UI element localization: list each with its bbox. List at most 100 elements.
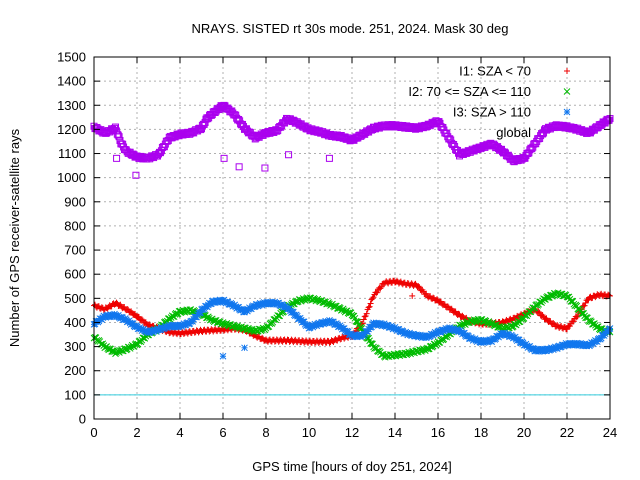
- legend: I1: SZA < 70 I2: 70 <= SZA <= 110 I3: SZA …: [408, 64, 571, 140]
- data-point: [361, 313, 368, 320]
- y-tick-label: 500: [64, 291, 86, 306]
- legend-i1-marker: [564, 68, 570, 74]
- grid: [94, 57, 610, 419]
- legend-i2-marker: [563, 88, 571, 95]
- y-tick-label: 1100: [58, 146, 86, 161]
- x-tick-label: 6: [219, 425, 226, 440]
- data-point: [570, 318, 577, 325]
- data-point: [494, 323, 501, 331]
- data-point: [581, 302, 588, 309]
- y-tick-label: 600: [64, 267, 86, 282]
- outlier-point: [132, 171, 140, 179]
- x-tick-label: 12: [345, 425, 359, 440]
- data-point: [356, 324, 364, 331]
- data-point: [389, 352, 397, 360]
- data-point: [374, 289, 381, 296]
- outlier-point: [241, 344, 248, 352]
- y-tick-label: 200: [64, 363, 86, 378]
- series-global: [90, 101, 614, 179]
- x-tick-label: 8: [262, 425, 269, 440]
- outlier-point: [409, 292, 416, 299]
- data-point: [115, 133, 123, 141]
- outlier-point: [235, 163, 243, 171]
- data-point: [200, 120, 208, 128]
- chart-title: NRAYS. SISTED rt 30s mode. 251, 2024. Ma…: [192, 21, 509, 36]
- data-point: [377, 285, 384, 292]
- data-point: [311, 295, 319, 303]
- x-tick-label: 14: [388, 425, 402, 440]
- x-tick-label: 16: [431, 425, 445, 440]
- y-tick-label: 1300: [57, 98, 86, 113]
- outlier-point: [220, 154, 228, 162]
- x-tick-label: 22: [560, 425, 574, 440]
- legend-global-label: global: [496, 125, 531, 140]
- data-point: [370, 294, 377, 301]
- data-point: [366, 303, 373, 310]
- x-tick-label: 18: [474, 425, 488, 440]
- outlier-point: [261, 164, 269, 172]
- y-tick-label: 800: [64, 218, 86, 233]
- data-point: [114, 131, 122, 139]
- x-tick-label: 10: [302, 425, 316, 440]
- data-point: [112, 123, 119, 131]
- data-point: [404, 350, 412, 358]
- y-tick-label: 1500: [57, 50, 86, 65]
- y-tick-label: 1200: [57, 122, 86, 137]
- data-point: [365, 304, 372, 311]
- data-point: [367, 300, 374, 307]
- data-point: [547, 291, 554, 299]
- data-point: [459, 312, 466, 319]
- x-axis-label: GPS time [hours of doy 251, 2024]: [252, 459, 451, 474]
- data-point: [606, 292, 613, 299]
- data-point: [564, 326, 570, 333]
- y-tick-label: 900: [64, 194, 86, 209]
- data-point: [231, 322, 239, 330]
- x-tick-label: 2: [133, 425, 140, 440]
- data-point: [416, 284, 423, 291]
- data-point: [378, 283, 385, 290]
- data-point: [444, 303, 451, 310]
- data-point: [259, 334, 266, 341]
- legend-i1-label: I1: SZA < 70: [459, 64, 531, 79]
- y-tick-label: 100: [64, 387, 86, 402]
- data-point: [363, 310, 370, 317]
- data-point: [573, 314, 580, 321]
- outlier-point: [325, 154, 333, 162]
- outlier-point: [219, 352, 227, 360]
- y-tick-label: 700: [64, 243, 86, 258]
- legend-i3-marker: [563, 108, 571, 116]
- data-point: [258, 326, 266, 334]
- data-point: [550, 320, 557, 327]
- data-point: [124, 305, 131, 312]
- data-point: [113, 349, 120, 356]
- x-tick-label: 4: [176, 425, 183, 440]
- data-point: [360, 316, 367, 323]
- legend-i3-label: I3: SZA > 110: [453, 105, 531, 120]
- series-i3: [90, 296, 614, 360]
- outlier-point: [113, 154, 121, 162]
- y-tick-label: 0: [79, 412, 86, 427]
- x-tick-label: 24: [603, 425, 617, 440]
- x-tick-label: 20: [517, 425, 531, 440]
- axes: 0100200300400500600700800900100011001200…: [57, 50, 617, 441]
- data-point: [339, 305, 347, 313]
- data-point: [373, 289, 380, 296]
- y-tick-label: 1000: [57, 170, 86, 185]
- data-point: [535, 308, 542, 315]
- data-point: [605, 116, 613, 124]
- y-tick-label: 1400: [57, 74, 86, 89]
- x-tick-label: 0: [90, 425, 97, 440]
- legend-i2-label: I2: 70 <= SZA <= 110: [408, 84, 531, 99]
- outlier-point: [285, 151, 293, 159]
- data-marks: [90, 101, 614, 361]
- y-tick-label: 300: [64, 339, 86, 354]
- data-point: [459, 321, 466, 329]
- y-axis-label: Number of GPS receiver-satellite rays: [7, 128, 22, 347]
- data-point: [138, 316, 145, 323]
- data-point: [434, 296, 441, 303]
- y-tick-label: 400: [64, 315, 86, 330]
- data-point: [415, 283, 422, 290]
- data-point: [113, 299, 120, 306]
